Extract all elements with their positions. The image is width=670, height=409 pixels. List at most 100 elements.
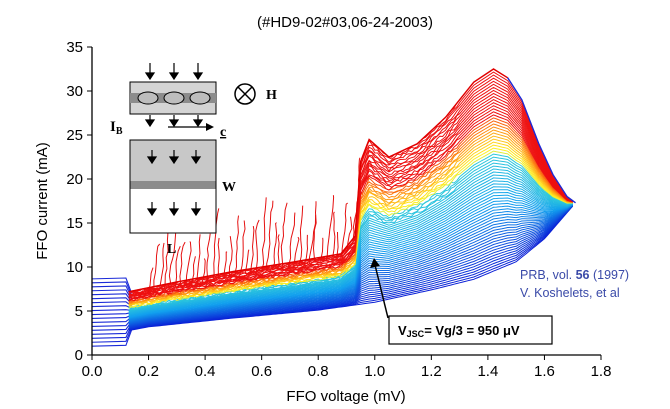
- iv-curve: [128, 202, 573, 319]
- iv-curve: [128, 204, 573, 321]
- iv-curve: [128, 205, 574, 328]
- iv-curve: [128, 205, 574, 331]
- fan-line: [92, 329, 133, 347]
- x-axis-label: FFO voltage (mV): [286, 388, 405, 405]
- reference-line-2: V. Koshelets, et al: [520, 286, 620, 300]
- iv-curve: [128, 191, 573, 316]
- fiske-step: [239, 220, 246, 275]
- iv-curve: [128, 86, 573, 296]
- iv-curve: [128, 165, 573, 311]
- fiske-step: [158, 242, 165, 290]
- iv-curve: [128, 204, 573, 323]
- iv-curve: [128, 204, 573, 323]
- fiske-step: [266, 200, 274, 271]
- x-tick-label: 0.4: [195, 363, 216, 380]
- iv-curve: [128, 204, 574, 324]
- fiske-step: [212, 208, 220, 280]
- fiske-step: [330, 211, 336, 261]
- fiske-step: [164, 226, 169, 289]
- iv-curve: [128, 205, 574, 327]
- iv-curve: [128, 92, 573, 297]
- iv-curve: [128, 205, 574, 331]
- fan-line: [92, 293, 133, 303]
- iv-curve: [128, 186, 573, 315]
- fan-line: [92, 325, 133, 339]
- iv-curve: [128, 171, 573, 312]
- fiske-step: [179, 241, 186, 286]
- iv-curve: [128, 204, 573, 321]
- iv-curve: [128, 204, 574, 325]
- fan-line: [92, 305, 132, 309]
- label-w: W: [222, 180, 236, 195]
- y-tick-label: 10: [66, 259, 83, 276]
- reference-line-1: PRB, vol. 56 (1997): [520, 268, 629, 282]
- iv-curve: [128, 205, 574, 331]
- fiske-step: [298, 205, 304, 266]
- iv-curve: [128, 205, 574, 330]
- iv-curve: [128, 150, 573, 309]
- label-c: c: [220, 125, 226, 140]
- fan-line: [92, 297, 132, 305]
- fiske-step: [206, 233, 211, 281]
- iv-curve: [128, 108, 573, 301]
- envelope-blue: [507, 77, 576, 204]
- iv-curve: [128, 177, 573, 314]
- iv-curve: [128, 204, 574, 324]
- label-l: L: [167, 242, 176, 257]
- y-tick-label: 30: [66, 83, 83, 100]
- iv-curve: [128, 189, 573, 316]
- fiske-step: [308, 214, 317, 264]
- iv-curve: [128, 205, 574, 327]
- iv-curve: [128, 204, 573, 320]
- x-tick-label: 1.6: [534, 363, 555, 380]
- iv-curve: [128, 204, 574, 326]
- fiske-step: [260, 197, 267, 272]
- fiske-step: [325, 195, 335, 261]
- envelope-red: [128, 68, 509, 293]
- iv-curve: [128, 204, 574, 325]
- iv-curve: [128, 205, 574, 328]
- fan-line: [92, 314, 132, 320]
- y-tick-label: 20: [66, 171, 83, 188]
- fiske-step: [234, 215, 239, 276]
- iv-curve: [128, 204, 573, 322]
- fiske-step: [357, 157, 361, 200]
- fluxon-chain-icon: [137, 91, 211, 105]
- fan-line: [92, 327, 133, 343]
- fiske-step: [196, 234, 201, 283]
- field-into-page-icon: [234, 83, 256, 105]
- fan-line: [92, 309, 132, 312]
- field-arrows-side: [146, 150, 202, 217]
- annotation-text: VJSC= Vg/3 = 950 μV: [398, 323, 520, 339]
- fiske-step: [244, 249, 250, 275]
- fiske-step: [255, 219, 260, 273]
- direction-arrow-icon: [168, 123, 214, 131]
- label-ib: IB: [110, 119, 123, 137]
- y-tick-label: 25: [66, 127, 83, 144]
- series-envelope: [128, 68, 576, 293]
- fiske-step: [148, 267, 154, 293]
- fiske-step: [174, 245, 181, 287]
- axes: [91, 47, 601, 356]
- iv-curve: [128, 168, 573, 312]
- iv-curve: [128, 200, 573, 318]
- fan-line: [92, 277, 133, 294]
- y-tick-label: 0: [75, 347, 83, 364]
- iv-curve: [128, 205, 574, 329]
- x-tick-label: 1.4: [477, 363, 498, 380]
- iv-curve: [128, 180, 573, 314]
- junction-schematic-inset: H IB c W L: [110, 63, 277, 257]
- fiske-step: [185, 241, 192, 285]
- iv-curve: [128, 132, 573, 305]
- x-tick-label: 0.6: [251, 363, 272, 380]
- iv-curve: [128, 89, 573, 297]
- y-tick-label: 15: [66, 215, 83, 232]
- annotation-arrow: [374, 264, 389, 319]
- iv-curve: [128, 197, 573, 318]
- fiske-step: [271, 222, 278, 270]
- iv-curve: [128, 203, 573, 320]
- fiske-step: [250, 226, 255, 274]
- fiske-step: [312, 201, 317, 263]
- fiske-step: [287, 212, 296, 268]
- iv-curve: [128, 205, 574, 330]
